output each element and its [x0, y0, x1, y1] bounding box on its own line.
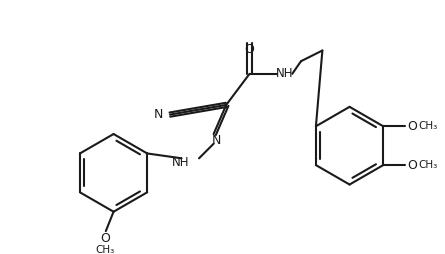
Text: O: O: [408, 120, 417, 133]
Text: N: N: [212, 134, 221, 147]
Text: O: O: [408, 158, 417, 172]
Text: CH₃: CH₃: [418, 160, 437, 170]
Text: CH₃: CH₃: [95, 245, 114, 254]
Text: NH: NH: [276, 67, 293, 80]
Text: CH₃: CH₃: [418, 121, 437, 131]
Text: O: O: [245, 43, 255, 56]
Text: N: N: [154, 108, 163, 121]
Text: O: O: [100, 232, 110, 245]
Text: NH: NH: [172, 156, 189, 169]
